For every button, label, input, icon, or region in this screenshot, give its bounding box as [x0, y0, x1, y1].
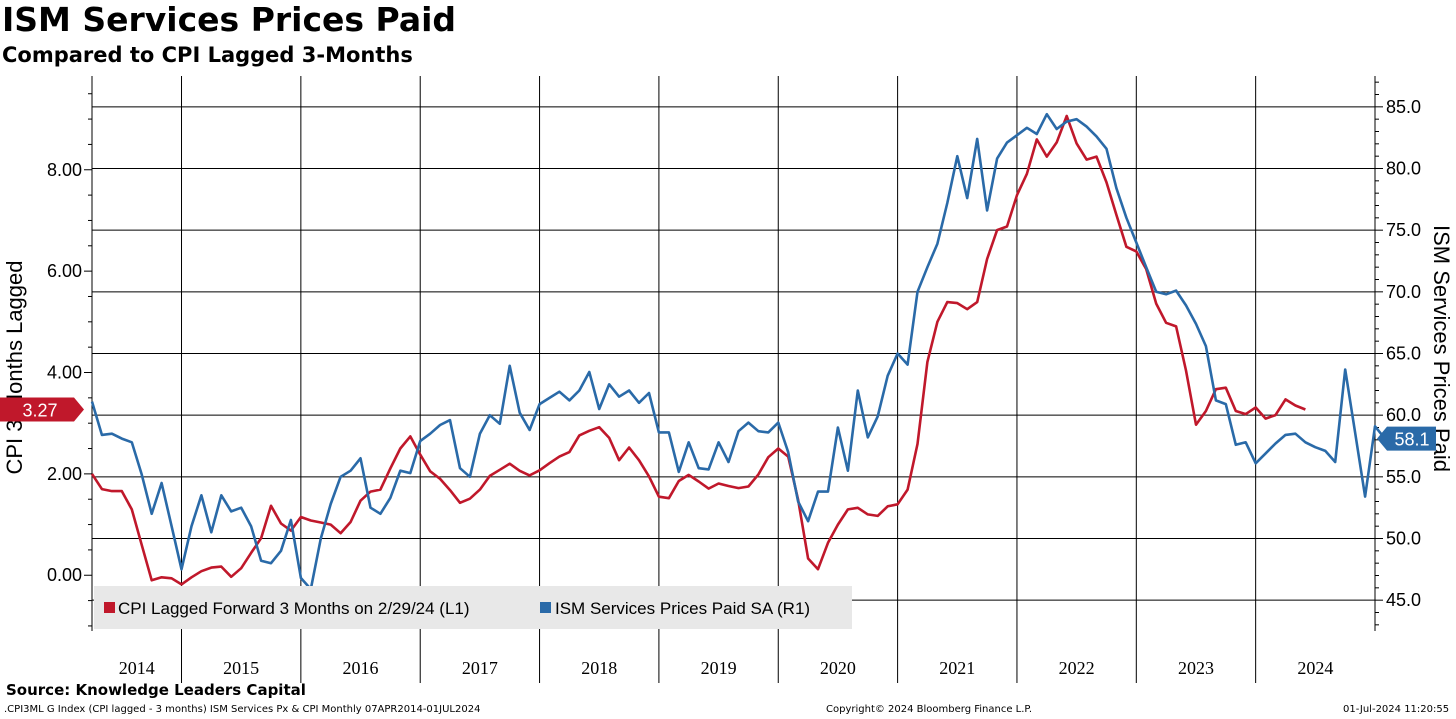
legend-label-ism: ISM Services Prices Paid SA (R1) — [555, 599, 810, 618]
x-tick-label-2020: 2020 — [820, 658, 856, 678]
left-tick-label-1: 2.00 — [47, 464, 82, 484]
x-tick-label-2019: 2019 — [701, 658, 737, 678]
left-tick-label-0: 0.00 — [47, 565, 82, 585]
last-value-label-ism: 58.1 — [1394, 430, 1429, 450]
series-line-cpi — [90, 114, 1306, 586]
x-tick-label-2024: 2024 — [1297, 658, 1333, 678]
legend: CPI Lagged Forward 3 Months on 2/29/24 (… — [94, 586, 852, 629]
legend-background — [94, 586, 852, 629]
x-tick-label-2014: 2014 — [119, 658, 155, 678]
x-tick-label-2022: 2022 — [1059, 658, 1095, 678]
axes: 0.00 2.00 4.00 6.00 8.00 45.0 50.0 55.0 60.0 65.0… — [2, 76, 1454, 678]
right-tick-label-5: 70.0 — [1386, 282, 1421, 302]
right-tick-label-6: 75.0 — [1386, 220, 1421, 240]
chart-subtitle: Compared to CPI Lagged 3-Months — [2, 43, 413, 67]
x-tick-label-2021: 2021 — [939, 658, 975, 678]
right-tick-label-4: 65.0 — [1386, 344, 1421, 364]
source-note: Source: Knowledge Leaders Capital — [6, 681, 306, 699]
x-tick-label-2016: 2016 — [343, 658, 379, 678]
right-tick-label-1: 50.0 — [1386, 529, 1421, 549]
gridlines — [92, 76, 1375, 683]
right-tick-label-2: 55.0 — [1386, 467, 1421, 487]
left-axis-title: CPI 3-Months Lagged — [2, 260, 27, 474]
x-tick-label-2017: 2017 — [462, 658, 498, 678]
value-labels: 3.27 58.1 — [0, 397, 1436, 451]
right-tick-label-7: 80.0 — [1386, 159, 1421, 179]
legend-swatch-cpi — [104, 602, 115, 613]
chart-title: ISM Services Prices Paid — [2, 0, 457, 39]
right-tick-label-3: 60.0 — [1386, 405, 1421, 425]
series-lines — [90, 112, 1386, 591]
x-tick-label-2023: 2023 — [1178, 658, 1214, 678]
left-tick-label-4: 8.00 — [47, 160, 82, 180]
left-tick-label-2: 4.00 — [47, 363, 82, 383]
right-tick-label-0: 45.0 — [1386, 590, 1421, 610]
legend-label-cpi: CPI Lagged Forward 3 Months on 2/29/24 (… — [118, 599, 470, 618]
index-info: .CPI3ML G Index (CPI lagged - 3 months) … — [4, 704, 481, 715]
last-value-label-cpi: 3.27 — [22, 401, 57, 421]
legend-swatch-ism — [540, 602, 551, 613]
left-tick-label-3: 6.00 — [47, 261, 82, 281]
series-line-ism — [90, 112, 1386, 591]
last-value-flag-ism — [1377, 426, 1436, 451]
timestamp: 01-Jul-2024 11:20:55 — [1343, 704, 1450, 715]
last-value-flag-cpi — [0, 397, 84, 422]
right-tick-label-8: 85.0 — [1386, 97, 1421, 117]
x-tick-label-2018: 2018 — [581, 658, 617, 678]
copyright-note: Copyright© 2024 Bloomberg Finance L.P. — [826, 704, 1033, 715]
x-tick-label-2015: 2015 — [223, 658, 259, 678]
